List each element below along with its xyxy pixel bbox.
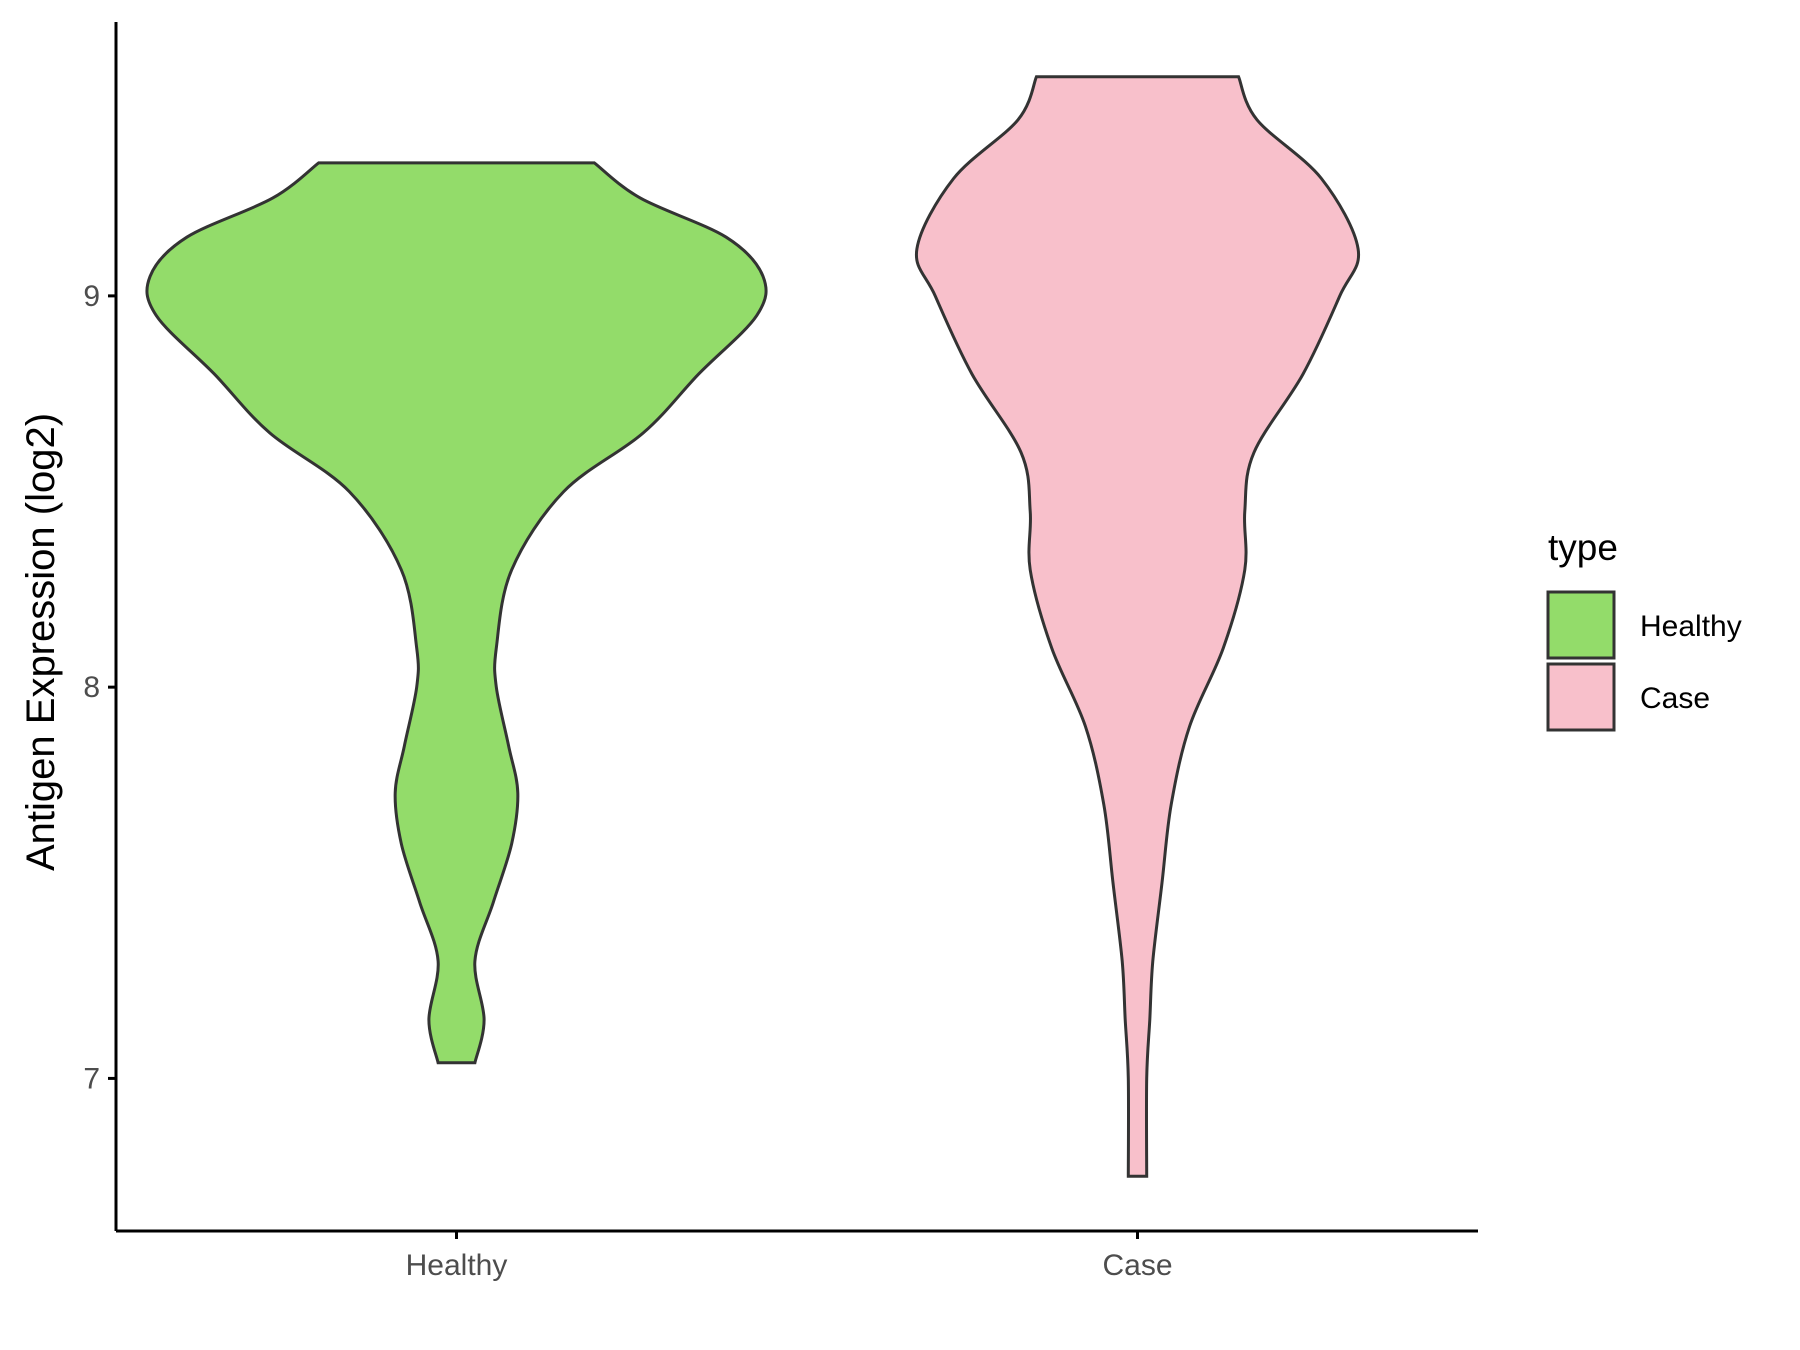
legend-swatch-healthy: [1546, 590, 1616, 660]
x-tick-label: Case: [1102, 1249, 1172, 1282]
legend: Healthy Case: [1546, 590, 1742, 732]
x-ticks: Healthy Case: [406, 1231, 1173, 1282]
y-tick-label: 7: [83, 1062, 100, 1095]
violin-healthy: [145, 161, 768, 1065]
legend-label-case: Case: [1640, 682, 1710, 715]
legend-swatch-case: [1546, 662, 1616, 732]
x-tick-label: Healthy: [406, 1249, 508, 1282]
y-axis-title: Antigen Expression (log2): [19, 413, 63, 871]
y-ticks: 7 8 9: [83, 280, 116, 1095]
violin-case: [914, 75, 1361, 1178]
y-tick-label: 8: [83, 671, 100, 704]
y-tick-label: 9: [83, 280, 100, 313]
violins-layer: [145, 75, 1361, 1178]
legend-label-healthy: Healthy: [1640, 610, 1742, 643]
legend-title: type: [1548, 527, 1618, 568]
